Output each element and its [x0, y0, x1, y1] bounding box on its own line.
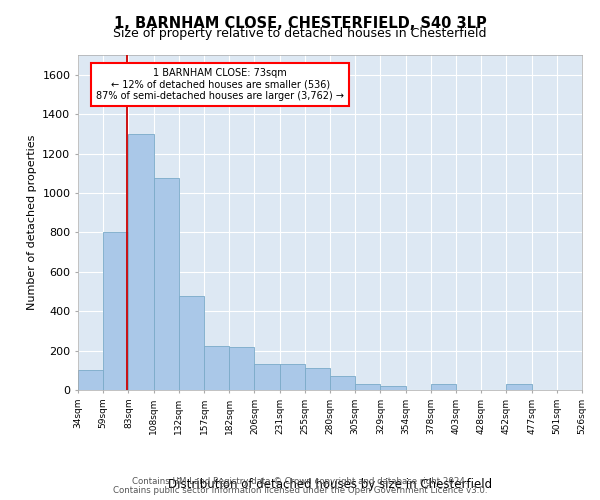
Bar	[355, 384, 380, 390]
Bar	[380, 386, 406, 390]
Bar	[431, 384, 456, 390]
Bar	[229, 346, 254, 390]
Bar	[154, 178, 179, 390]
Bar	[128, 134, 154, 390]
Bar	[179, 296, 204, 390]
Bar	[330, 376, 355, 390]
Bar	[204, 346, 229, 390]
Bar	[103, 232, 128, 390]
Text: Contains public sector information licensed under the Open Government Licence v3: Contains public sector information licen…	[113, 486, 487, 495]
X-axis label: Distribution of detached houses by size in Chesterfield: Distribution of detached houses by size …	[168, 478, 492, 492]
Bar	[280, 364, 305, 390]
Text: Size of property relative to detached houses in Chesterfield: Size of property relative to detached ho…	[113, 28, 487, 40]
Bar	[78, 370, 103, 390]
Bar	[305, 368, 330, 390]
Bar	[254, 364, 280, 390]
Text: 1, BARNHAM CLOSE, CHESTERFIELD, S40 3LP: 1, BARNHAM CLOSE, CHESTERFIELD, S40 3LP	[113, 16, 487, 31]
Y-axis label: Number of detached properties: Number of detached properties	[26, 135, 37, 310]
Text: Contains HM Land Registry data © Crown copyright and database right 2024.: Contains HM Land Registry data © Crown c…	[132, 477, 468, 486]
Bar	[506, 384, 532, 390]
Text: 1 BARNHAM CLOSE: 73sqm
← 12% of detached houses are smaller (536)
87% of semi-de: 1 BARNHAM CLOSE: 73sqm ← 12% of detached…	[96, 68, 344, 101]
